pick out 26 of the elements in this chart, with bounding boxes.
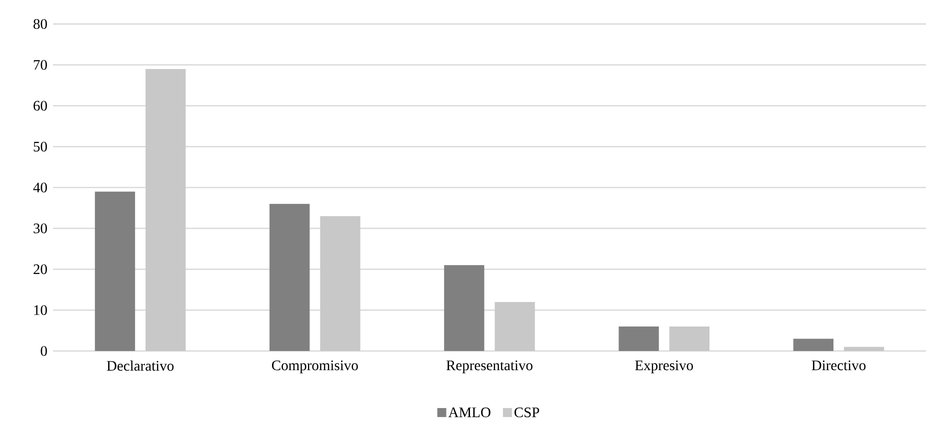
y-tick-label: 60 [34,100,47,111]
bar [320,216,360,351]
bar [444,265,484,351]
bar [270,204,310,351]
y-tick-label: 80 [34,19,47,29]
x-tick-label: Expresivo [635,360,693,374]
y-tick-label: 70 [34,60,47,70]
y-tick-label: 50 [34,142,47,152]
y-tick-label: 0 [40,346,47,356]
legend-label: AMLO [448,408,490,418]
bar [669,326,710,351]
y-tick-label: 20 [34,264,47,274]
bar [844,346,884,351]
x-tick-label: Declarativo [106,360,174,371]
y-tick-label: 10 [34,305,47,316]
x-tick-label: Representativo [446,360,532,374]
x-tick-label: Directivo [812,360,866,370]
bar [793,338,834,351]
bar [618,326,659,351]
bar [94,192,136,351]
legend-label: CSP [514,408,540,418]
bar [146,68,186,351]
bar [494,302,535,351]
y-tick-label: 40 [33,182,47,192]
y-tick-label: 30 [34,223,47,234]
x-tick-label: Compromisivo [272,360,358,374]
